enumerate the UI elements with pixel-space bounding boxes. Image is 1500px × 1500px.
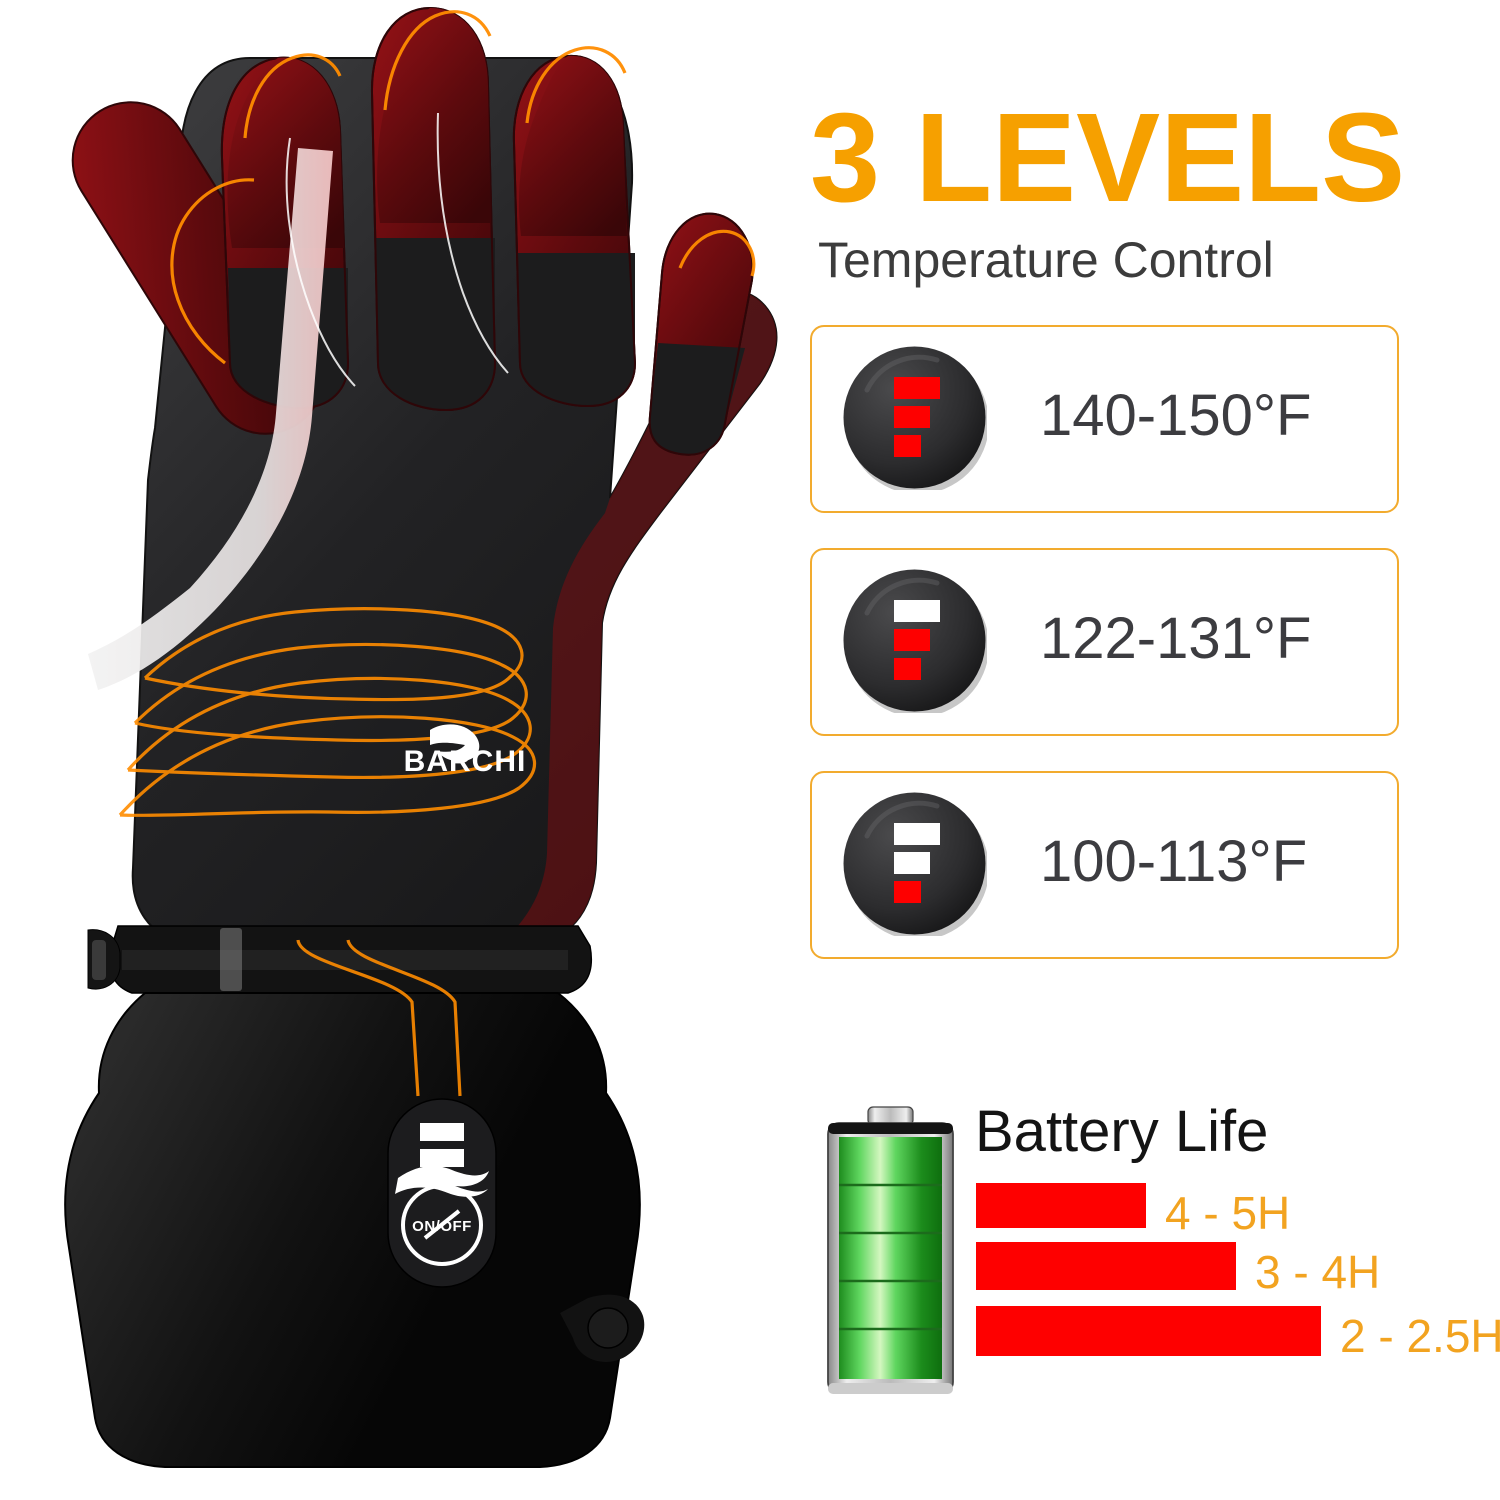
- svg-text:ON/OFF: ON/OFF: [412, 1218, 472, 1235]
- svg-text:BARCHI: BARCHI: [404, 745, 527, 778]
